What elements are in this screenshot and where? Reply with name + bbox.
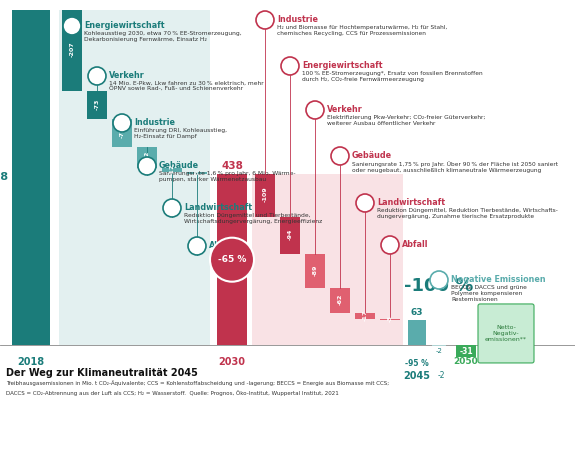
Circle shape xyxy=(381,236,399,254)
Circle shape xyxy=(138,157,156,175)
Text: -2: -2 xyxy=(437,371,444,380)
Circle shape xyxy=(63,17,81,35)
Text: -73: -73 xyxy=(94,98,99,110)
Text: H₂ und Biomasse für Hochtemperaturwärme, H₂ für Stahl,
chemisches Recycling, CCS: H₂ und Biomasse für Hochtemperaturwärme,… xyxy=(277,25,447,36)
Text: Negative Emissionen: Negative Emissionen xyxy=(451,275,546,284)
Text: Verkehr: Verkehr xyxy=(327,105,363,114)
Bar xyxy=(59,10,210,345)
Text: -95 %: -95 % xyxy=(405,359,429,368)
Circle shape xyxy=(430,271,448,289)
Text: Sanierungsrate 1,6 % pro Jahr, 6 Mio. Wärme-
pumpen, starker Wärmenetzausbau: Sanierungsrate 1,6 % pro Jahr, 6 Mio. Wä… xyxy=(159,171,296,182)
Text: -94: -94 xyxy=(288,229,293,240)
Circle shape xyxy=(163,199,181,217)
Bar xyxy=(305,254,325,289)
Bar xyxy=(217,174,247,345)
Text: Gebäude: Gebäude xyxy=(352,151,392,160)
Text: Gebäude: Gebäude xyxy=(159,161,199,170)
Text: Sanierungsrate 1,75 % pro Jahr. Über 90 % der Fläche ist 2050 saniert
oder neuge: Sanierungsrate 1,75 % pro Jahr. Über 90 … xyxy=(352,161,558,173)
Circle shape xyxy=(210,238,254,282)
Text: Treibhausgasemissionen in Mio. t CO₂-Äquivalente; CCS = Kohlenstoffabscheidung u: Treibhausgasemissionen in Mio. t CO₂-Äqu… xyxy=(6,380,389,386)
Text: 2018: 2018 xyxy=(17,357,45,367)
Bar xyxy=(252,174,403,345)
Text: -109: -109 xyxy=(263,187,267,202)
Bar xyxy=(112,120,132,147)
Text: -89: -89 xyxy=(312,264,317,276)
Circle shape xyxy=(281,57,299,75)
Bar xyxy=(280,217,300,254)
Circle shape xyxy=(188,237,206,255)
Text: 2030: 2030 xyxy=(218,357,246,367)
Bar xyxy=(456,345,476,357)
Bar xyxy=(12,10,50,345)
Text: 2045: 2045 xyxy=(404,371,431,381)
Circle shape xyxy=(256,11,274,29)
Bar xyxy=(162,168,182,172)
Text: -100 %: -100 % xyxy=(404,278,474,295)
Text: Reduktion Düngemittel und Tierbestände,
Wirtschaftsdungervergärung, Energieeffiz: Reduktion Düngemittel und Tierbestände, … xyxy=(184,213,322,224)
Text: -62: -62 xyxy=(338,294,343,305)
Text: DACCS = CO₂-Abtrennung aus der Luft als CCS; H₂ = Wasserstoff.  Quelle: Prognos,: DACCS = CO₂-Abtrennung aus der Luft als … xyxy=(6,390,339,396)
Text: -72: -72 xyxy=(120,127,125,138)
Text: -52: -52 xyxy=(144,151,150,162)
Text: 63: 63 xyxy=(411,308,423,317)
Text: -17: -17 xyxy=(362,309,367,321)
Bar xyxy=(432,345,446,346)
Text: -12: -12 xyxy=(170,164,174,175)
Text: Abfall: Abfall xyxy=(209,241,236,250)
Circle shape xyxy=(306,101,324,119)
Bar xyxy=(380,319,400,321)
Text: Industrie: Industrie xyxy=(134,118,175,127)
Text: Der Weg zur Klimaneutralität 2045: Der Weg zur Klimaneutralität 2045 xyxy=(6,368,198,378)
Circle shape xyxy=(88,67,106,85)
Bar xyxy=(255,174,275,217)
Text: 438: 438 xyxy=(221,161,243,171)
Text: Kohleausstieg 2030, etwa 70 % EE-Stromerzeugung,
Dekarbonisierung Fernwärme, Ein: Kohleausstieg 2030, etwa 70 % EE-Stromer… xyxy=(84,31,242,42)
Text: BECCS, DACCS und grüne
Polymere kompensieren
Restemissionen: BECCS, DACCS und grüne Polymere kompensi… xyxy=(451,285,527,302)
Text: Energiewirtschaft: Energiewirtschaft xyxy=(84,21,164,30)
Text: -207: -207 xyxy=(70,42,75,57)
Bar xyxy=(87,91,107,120)
Text: -2: -2 xyxy=(436,348,442,354)
Text: Reduktion Düngemittel, Reduktion Tierbestände, Wirtschafts-
dungervergärung, Zun: Reduktion Düngemittel, Reduktion Tierbes… xyxy=(377,208,558,219)
Text: Energiewirtschaft: Energiewirtschaft xyxy=(302,61,382,70)
Circle shape xyxy=(113,114,131,132)
Text: -65 %: -65 % xyxy=(218,255,246,264)
Text: 858: 858 xyxy=(0,173,8,182)
Text: Netto-
Negativ-
emissionen**: Netto- Negativ- emissionen** xyxy=(485,325,527,342)
Circle shape xyxy=(331,147,349,165)
Bar xyxy=(408,321,426,345)
Bar xyxy=(187,172,207,174)
Text: Landwirtschaft: Landwirtschaft xyxy=(184,203,252,212)
Circle shape xyxy=(356,194,374,212)
Bar xyxy=(137,147,157,168)
Text: Verkehr: Verkehr xyxy=(109,71,145,80)
Text: 100 % EE-Stromerzeugung*, Ersatz von fossilen Brennstoffen
durch H₂, CO₂-freie F: 100 % EE-Stromerzeugung*, Ersatz von fos… xyxy=(302,71,482,82)
Text: Elektrifizierung Pkw-Verkehr; CO₂-freier Güterverkehr;
weiterer Ausbau öffentlic: Elektrifizierung Pkw-Verkehr; CO₂-freier… xyxy=(327,115,485,126)
Bar xyxy=(355,313,375,319)
Text: Einführung DRI, Kohleausstieg,
H₂-Einsatz für Dampf: Einführung DRI, Kohleausstieg, H₂-Einsat… xyxy=(134,128,227,139)
Text: -31: -31 xyxy=(459,347,473,355)
Bar xyxy=(330,289,350,313)
Text: -3: -3 xyxy=(388,315,393,322)
Text: Abfall: Abfall xyxy=(402,240,428,249)
FancyBboxPatch shape xyxy=(478,304,534,363)
Text: -5: -5 xyxy=(194,169,200,176)
Text: Industrie: Industrie xyxy=(277,15,318,24)
Text: Landwirtschaft: Landwirtschaft xyxy=(377,198,445,207)
Text: 2050: 2050 xyxy=(454,357,478,366)
Text: 14 Mio. E-Pkw, Lkw fahren zu 30 % elektrisch, mehr
ÖPNV sowie Rad-, Fuß- und Sch: 14 Mio. E-Pkw, Lkw fahren zu 30 % elektr… xyxy=(109,81,264,92)
Bar xyxy=(62,10,82,91)
